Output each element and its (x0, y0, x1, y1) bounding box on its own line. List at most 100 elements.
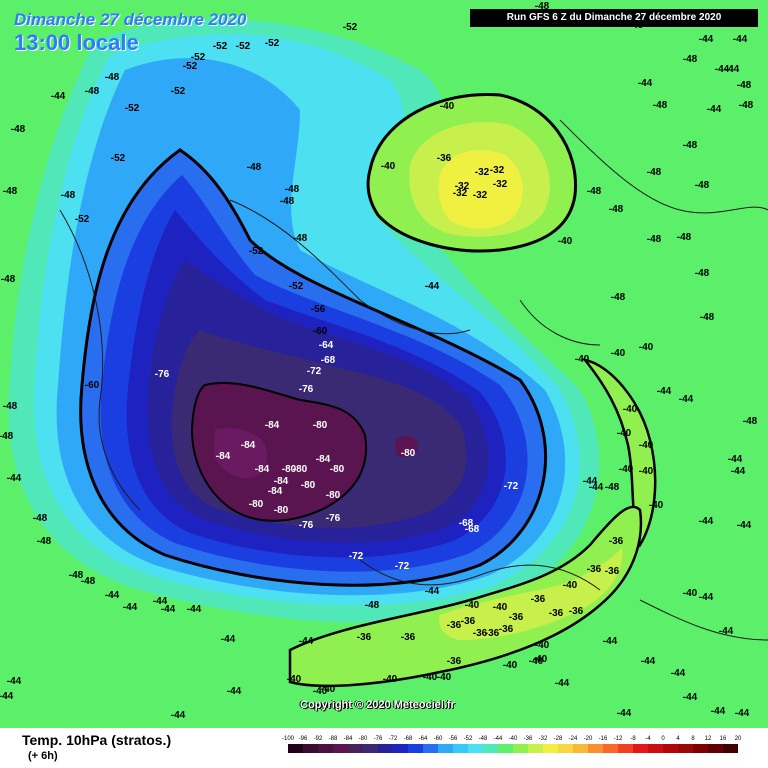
contour-label: -36 (587, 564, 602, 575)
contour-label: -72 (307, 366, 322, 377)
contour-label: -76 (299, 520, 314, 531)
contour-label: -44 (719, 626, 734, 637)
contour-label: -60 (85, 380, 100, 391)
contour-label: -44 (728, 454, 743, 465)
legend-swatch (648, 744, 663, 753)
contour-label: -40 (639, 342, 654, 353)
contour-label: -44 (7, 676, 22, 687)
contour-label: -48 (587, 186, 602, 197)
valid-date: Dimanche 27 décembre 2020 (14, 10, 247, 29)
contour-label: -44 (425, 586, 440, 597)
legend-tick-label: -44 (494, 736, 503, 742)
contour-label: -40 (623, 404, 638, 415)
contour-label: -44 (299, 636, 314, 647)
contour-label: -44 (725, 64, 740, 75)
legend-tick-label: 12 (705, 736, 712, 742)
contour-label: -48 (683, 140, 698, 151)
contour-label: -44 (657, 386, 672, 397)
contour-label: -68 (465, 524, 480, 535)
contour-label: -44 (153, 596, 168, 607)
contour-label: -40 (503, 660, 518, 671)
contour-label: -44 (425, 281, 440, 292)
contour-label: -76 (326, 513, 341, 524)
legend-tick-label: 20 (735, 736, 742, 742)
contour-label: -48 (285, 184, 300, 195)
contour-label: -40 (563, 580, 578, 591)
contour-label: -44 (187, 604, 202, 615)
contour-label: -52 (265, 38, 280, 49)
legend-swatch (528, 744, 543, 753)
contour-label: -44 (731, 466, 746, 477)
contour-label: -76 (155, 369, 170, 380)
legend-swatch (468, 744, 483, 753)
contour-label: -44 (583, 476, 598, 487)
legend-tick-label: -64 (419, 736, 428, 742)
legend-swatch (333, 744, 348, 753)
color-legend: -100 -96 -92 -88 -84 -80 -76 -72 -68 -64 -60 -56 -52… (282, 736, 742, 753)
contour-label: -76 (299, 384, 314, 395)
contour-label: -64 (319, 340, 334, 351)
contour-label: -80 (249, 499, 264, 510)
contour-label: -40 (437, 672, 452, 683)
legend-swatch (663, 744, 678, 753)
contour-label: -48 (1, 274, 16, 285)
contour-label: -44 (555, 678, 570, 689)
contour-label: -32 (493, 179, 508, 190)
contour-label: -32 (473, 190, 488, 201)
legend-swatch (693, 744, 708, 753)
contour-label: -40 (465, 600, 480, 611)
legend-swatch (378, 744, 393, 753)
contour-label: -80 (301, 480, 316, 491)
contour-label: -44 (589, 482, 604, 493)
contour-label: -48 (700, 312, 715, 323)
contour-label: -40 (683, 588, 698, 599)
legend-swatch (558, 744, 573, 753)
contour-label: -48 (609, 204, 624, 215)
contour-label: -48 (37, 536, 52, 547)
legend-tick-label: -88 (329, 736, 338, 742)
contour-label: -32 (475, 167, 490, 178)
contour-label: -52 (343, 22, 358, 33)
contour-label: -36 (499, 624, 514, 635)
ring-m84 (214, 428, 268, 479)
contour-label: -52 (171, 86, 186, 97)
contour-label: -48 (743, 416, 758, 427)
legend-tick-label: -36 (524, 736, 533, 742)
contour-label: -48 (653, 100, 668, 111)
contour-label: -80 (274, 505, 289, 516)
warm-band-south (288, 505, 643, 688)
contour-label: -84 (216, 451, 231, 462)
contour-label: -80 (313, 420, 328, 431)
contour-label: -40 (575, 354, 590, 365)
legend-tick-label: -8 (630, 736, 636, 742)
legend-swatch (483, 744, 498, 753)
contour-label: -80 (282, 464, 297, 475)
contour-label: -36 (569, 606, 584, 617)
contour-label: -40 (321, 684, 336, 695)
contour-label: -36 (605, 566, 620, 577)
legend-tick-label: -76 (374, 736, 383, 742)
contour-label: -36 (531, 594, 546, 605)
contour-label: -44 (699, 516, 714, 527)
contour-label: -40 (619, 464, 634, 475)
contour-label: -48 (739, 100, 754, 111)
contour-label: -40 (558, 236, 573, 247)
legend-swatch (348, 744, 363, 753)
legend-tick-label: -72 (389, 736, 398, 742)
contour-label: -44 (638, 78, 653, 89)
legend-swatch (498, 744, 513, 753)
contour-label: -72 (349, 551, 364, 562)
contour-label: -80 (293, 464, 308, 475)
legend-tick-label: -4 (645, 736, 651, 742)
contour-label: -32 (455, 181, 470, 192)
contour-label: -52 (289, 281, 304, 292)
run-info-banner: Run GFS 6 Z du Dimanche 27 décembre 2020 (470, 9, 758, 27)
legend-tick-label: -96 (299, 736, 308, 742)
contour-label: -48 (3, 401, 18, 412)
contour-label: -40 (611, 348, 626, 359)
legend-swatch (363, 744, 378, 753)
contour-label: -44 (221, 634, 236, 645)
legend-tick-label: -68 (404, 736, 413, 742)
contour-label: -40 (617, 428, 632, 439)
contour-label: -48 (69, 570, 84, 581)
